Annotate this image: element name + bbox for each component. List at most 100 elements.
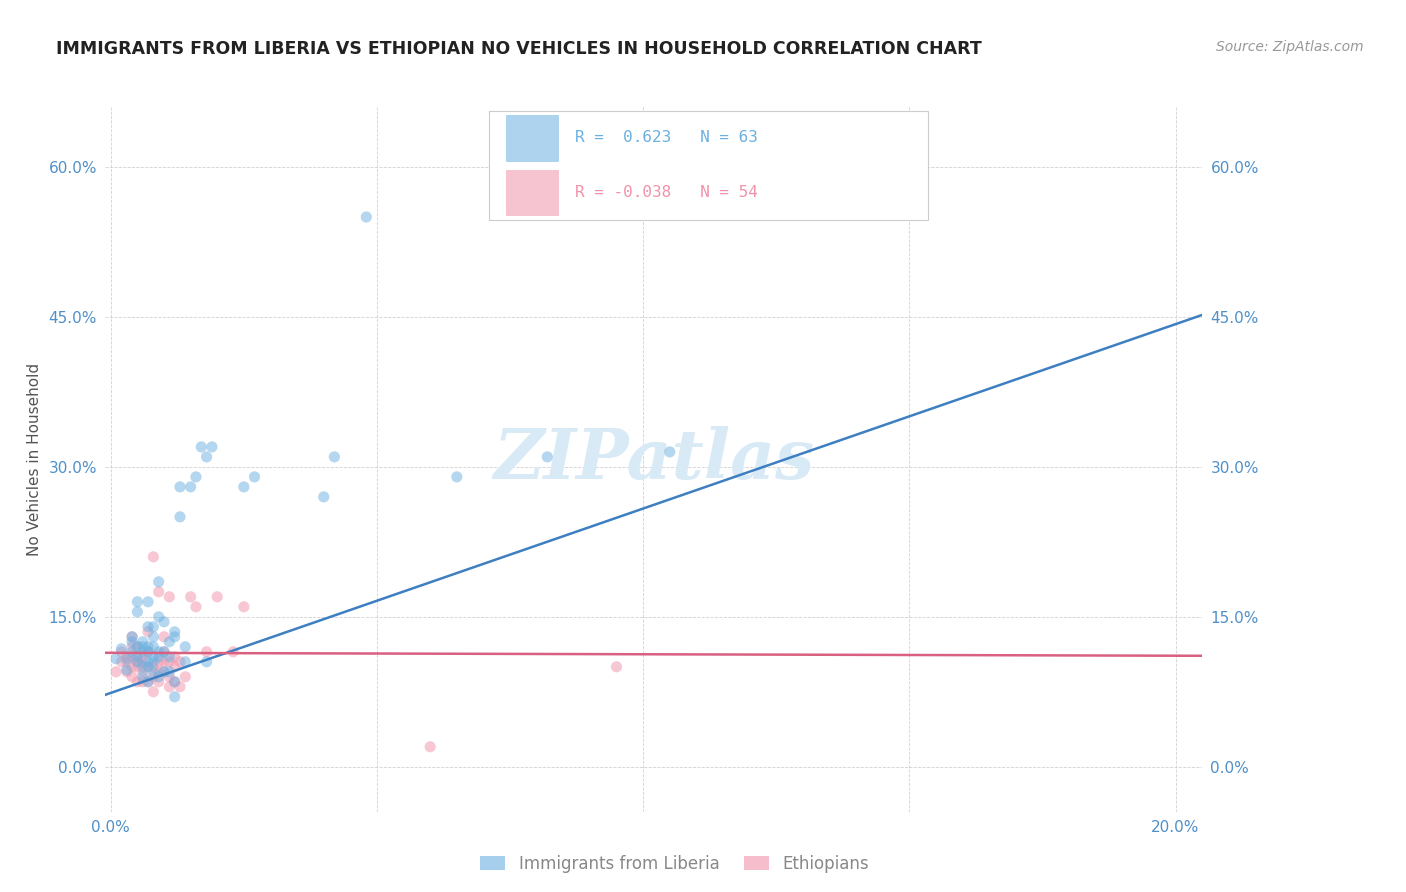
Text: R = -0.038   N = 54: R = -0.038 N = 54 <box>575 185 758 200</box>
Point <box>127 674 149 689</box>
Point <box>153 665 176 679</box>
Point <box>136 595 159 609</box>
Point <box>121 635 143 649</box>
Point <box>136 645 159 659</box>
Point <box>157 655 180 669</box>
Point <box>127 655 149 669</box>
Point <box>136 640 159 654</box>
Point <box>169 480 191 494</box>
Point <box>127 649 149 664</box>
Point <box>127 660 149 674</box>
Point <box>121 630 143 644</box>
Point <box>163 690 186 704</box>
Point <box>142 620 165 634</box>
Point <box>157 649 180 664</box>
Point <box>132 635 155 649</box>
Point <box>180 590 202 604</box>
Point <box>142 660 165 674</box>
Point <box>163 660 186 674</box>
Point <box>127 649 149 664</box>
Point <box>153 615 176 629</box>
Point <box>174 655 197 669</box>
Point <box>136 660 159 674</box>
Point <box>121 630 143 644</box>
Point <box>184 599 207 614</box>
Point <box>157 670 180 684</box>
Point <box>110 645 132 659</box>
Point <box>148 645 170 659</box>
Point <box>132 674 155 689</box>
Point <box>419 739 441 754</box>
Point <box>356 210 378 224</box>
Point <box>148 670 170 684</box>
Text: R =  0.623   N = 63: R = 0.623 N = 63 <box>575 130 758 145</box>
Point <box>312 490 335 504</box>
FancyBboxPatch shape <box>506 169 558 215</box>
Point <box>127 655 149 669</box>
Point <box>605 660 627 674</box>
Point <box>132 649 155 664</box>
Point <box>148 584 170 599</box>
Point <box>115 649 138 664</box>
Point <box>110 655 132 669</box>
Point <box>180 480 202 494</box>
Point <box>142 685 165 699</box>
Point <box>153 655 176 669</box>
Point <box>148 655 170 669</box>
Point <box>127 605 149 619</box>
Point <box>132 645 155 659</box>
Text: ZIPatlas: ZIPatlas <box>494 425 814 493</box>
Point <box>105 652 128 666</box>
Point <box>142 655 165 669</box>
Point <box>121 649 143 664</box>
Point <box>115 652 138 666</box>
Point <box>195 450 218 464</box>
Point <box>169 509 191 524</box>
Point <box>115 655 138 669</box>
Point <box>184 470 207 484</box>
Point <box>121 640 143 654</box>
Point <box>157 665 180 679</box>
Point <box>136 620 159 634</box>
Point <box>163 630 186 644</box>
Point <box>153 630 176 644</box>
Point <box>136 645 159 659</box>
Point <box>121 660 143 674</box>
Point <box>169 680 191 694</box>
Point <box>190 440 212 454</box>
Point <box>195 655 218 669</box>
Point <box>323 450 346 464</box>
Point <box>153 645 176 659</box>
Point <box>142 630 165 644</box>
Point <box>148 665 170 679</box>
Point <box>136 655 159 669</box>
Point <box>136 674 159 689</box>
Point <box>536 450 558 464</box>
Point <box>201 440 224 454</box>
Point <box>132 670 155 684</box>
Point <box>148 674 170 689</box>
Point <box>142 640 165 654</box>
Y-axis label: No Vehicles in Household: No Vehicles in Household <box>27 363 42 556</box>
Point <box>142 665 165 679</box>
Text: Source: ZipAtlas.com: Source: ZipAtlas.com <box>1216 40 1364 54</box>
Point <box>148 609 170 624</box>
Point <box>132 655 155 669</box>
Point <box>148 574 170 589</box>
Point <box>174 640 197 654</box>
Point <box>132 665 155 679</box>
Point <box>142 670 165 684</box>
Point <box>157 590 180 604</box>
Point <box>148 649 170 664</box>
Point <box>174 670 197 684</box>
Point <box>157 680 180 694</box>
Legend: Immigrants from Liberia, Ethiopians: Immigrants from Liberia, Ethiopians <box>474 848 876 880</box>
Point <box>207 590 229 604</box>
Point <box>153 665 176 679</box>
Point <box>169 655 191 669</box>
Point <box>157 635 180 649</box>
Point <box>136 624 159 639</box>
Point <box>110 641 132 656</box>
Point <box>136 660 159 674</box>
Point <box>232 599 254 614</box>
